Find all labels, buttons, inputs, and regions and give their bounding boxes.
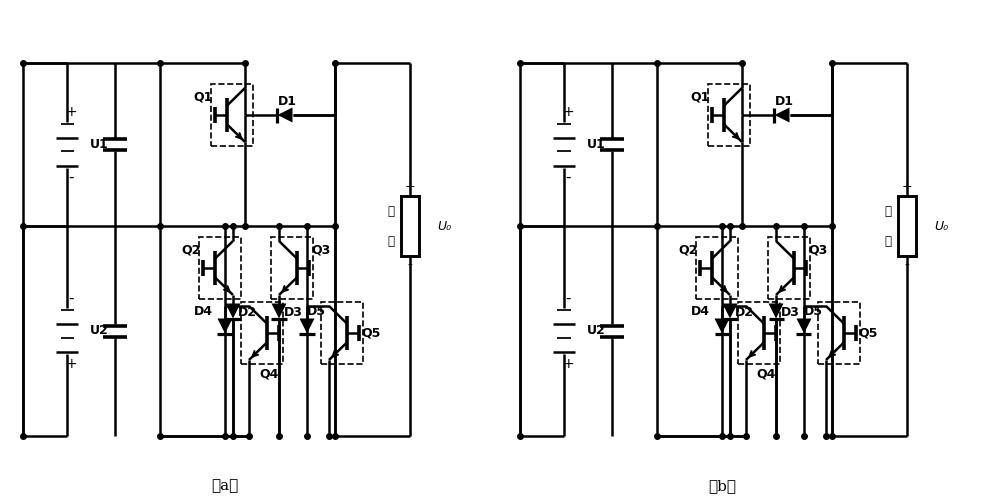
Polygon shape: [277, 108, 292, 123]
Bar: [211, 84, 253, 146]
Text: Q4: Q4: [756, 368, 776, 380]
Bar: [696, 237, 738, 299]
Bar: [321, 302, 363, 364]
Text: D5: D5: [804, 304, 823, 318]
Text: D1: D1: [774, 95, 793, 108]
Text: D4: D4: [691, 304, 710, 318]
Text: 负: 负: [884, 205, 891, 218]
Bar: [708, 84, 750, 146]
Text: -: -: [68, 170, 74, 185]
Text: D3: D3: [781, 305, 800, 319]
Text: -: -: [68, 290, 74, 305]
Bar: [199, 237, 241, 299]
Text: U2: U2: [90, 325, 108, 338]
Text: -: -: [905, 259, 909, 273]
Text: U2: U2: [587, 325, 605, 338]
Text: U₀: U₀: [934, 220, 948, 233]
Text: D1: D1: [277, 95, 296, 108]
Text: D2: D2: [238, 305, 257, 319]
Polygon shape: [217, 319, 233, 334]
Text: Q4: Q4: [259, 368, 279, 380]
Text: +: +: [65, 357, 77, 371]
Text: Q1: Q1: [193, 91, 213, 104]
Text: +: +: [562, 105, 574, 119]
Text: +: +: [405, 179, 415, 193]
Text: 载: 载: [884, 235, 891, 248]
Text: +: +: [65, 105, 77, 119]
Text: +: +: [902, 179, 912, 193]
Polygon shape: [722, 303, 737, 319]
Text: 载: 载: [387, 235, 394, 248]
Text: 负: 负: [387, 205, 394, 218]
Bar: [738, 302, 780, 364]
Bar: [271, 237, 313, 299]
Text: U1: U1: [90, 138, 108, 151]
Text: D5: D5: [307, 304, 326, 318]
Text: Q2: Q2: [678, 244, 698, 256]
Bar: [768, 237, 810, 299]
Text: +: +: [562, 357, 574, 371]
Text: U1: U1: [587, 138, 605, 151]
Text: Q5: Q5: [361, 327, 381, 340]
Text: U₀: U₀: [437, 220, 451, 233]
Text: Q2: Q2: [181, 244, 201, 256]
Polygon shape: [271, 303, 287, 319]
Bar: [401, 196, 419, 256]
Polygon shape: [226, 303, 241, 319]
Text: Q3: Q3: [808, 244, 828, 256]
Text: -: -: [408, 259, 412, 273]
Polygon shape: [714, 319, 730, 334]
Text: -: -: [565, 170, 571, 185]
Text: D3: D3: [284, 305, 303, 319]
Text: Q1: Q1: [690, 91, 710, 104]
Text: D4: D4: [194, 304, 213, 318]
Text: Q3: Q3: [311, 244, 331, 256]
Polygon shape: [299, 319, 314, 334]
Text: （a）: （a）: [211, 479, 239, 493]
Text: （b）: （b）: [708, 479, 736, 493]
Polygon shape: [796, 319, 811, 334]
Text: Q5: Q5: [858, 327, 878, 340]
Text: -: -: [565, 290, 571, 305]
Bar: [241, 302, 283, 364]
Polygon shape: [768, 303, 784, 319]
Bar: [898, 196, 916, 256]
Bar: [818, 302, 860, 364]
Text: D2: D2: [735, 305, 754, 319]
Polygon shape: [774, 108, 790, 123]
